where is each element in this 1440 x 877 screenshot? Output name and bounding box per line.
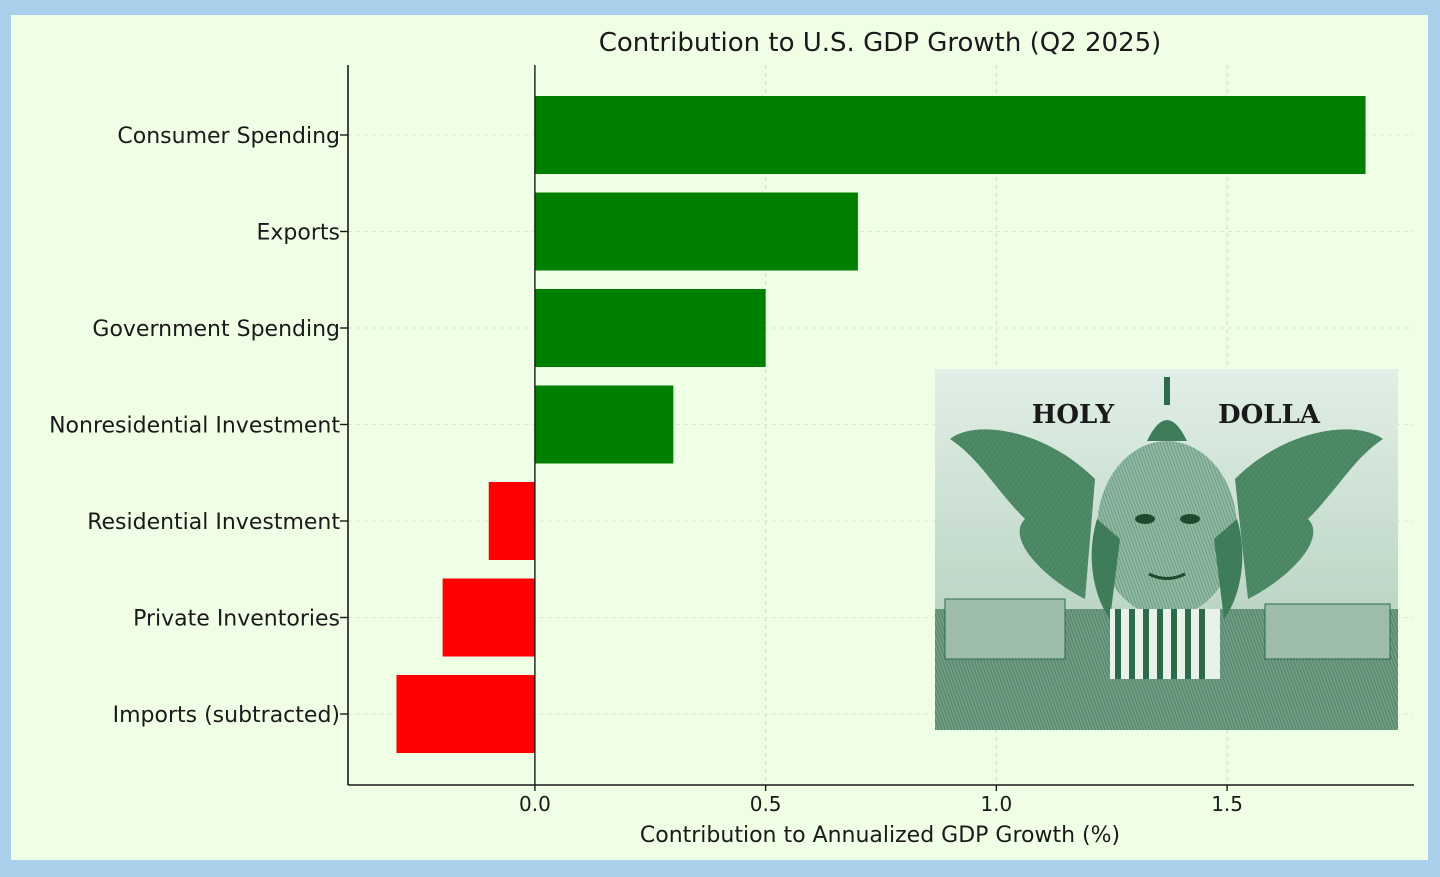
striped-collar <box>1110 609 1220 679</box>
x-tick-labels: 0.0 0.5 1.0 1.5 <box>519 785 1243 816</box>
y-tick-label: Nonresidential Investment <box>49 414 340 439</box>
bar-series <box>396 96 1366 753</box>
chart-title: Contribution to U.S. GDP Growth (Q2 2025… <box>599 28 1162 58</box>
x-tick-label: 0.5 <box>750 792 782 816</box>
y-tick-labels: Consumer Spending Exports Government Spend… <box>49 124 348 728</box>
hair-left <box>1091 519 1120 619</box>
chart-svg: Contribution to U.S. GDP Growth (Q2 2025… <box>49 28 1414 848</box>
inset-caption-right: DOLLA <box>1218 400 1321 430</box>
chart-panel: Contribution to U.S. GDP Growth (Q2 2025… <box>11 15 1428 860</box>
building-right <box>1264 603 1391 660</box>
bar-private-inventories <box>442 578 535 657</box>
holy-dolla-inset-image: HOLY DOLLA <box>935 369 1398 730</box>
y-tick-label: Imports (subtracted) <box>113 703 340 728</box>
bar-exports <box>534 192 858 271</box>
dome-icon <box>1147 420 1187 441</box>
bar-consumer-spending <box>534 96 1366 174</box>
right-eye <box>1180 514 1200 524</box>
bar-residential-investment <box>488 482 535 560</box>
bar-nonresidential-investment <box>534 385 674 464</box>
inset-caption-left: HOLY <box>1032 400 1115 430</box>
y-tick-label: Government Spending <box>92 317 340 342</box>
y-tick-label: Private Inventories <box>133 607 340 632</box>
x-tick-label: 1.5 <box>1211 792 1243 816</box>
y-tick-label: Consumer Spending <box>117 124 340 149</box>
building-left <box>944 598 1066 660</box>
x-axis-label: Contribution to Annualized GDP Growth (%… <box>640 823 1120 848</box>
y-tick-label: Residential Investment <box>87 510 340 535</box>
bar-imports-subtracted <box>396 675 535 753</box>
y-tick-label: Exports <box>257 221 340 246</box>
hair-right <box>1214 519 1243 619</box>
x-tick-label: 0.0 <box>519 792 551 816</box>
bar-government-spending <box>534 289 766 367</box>
left-eye <box>1135 514 1155 524</box>
x-tick-label: 1.0 <box>980 792 1012 816</box>
mouth <box>1148 572 1186 580</box>
